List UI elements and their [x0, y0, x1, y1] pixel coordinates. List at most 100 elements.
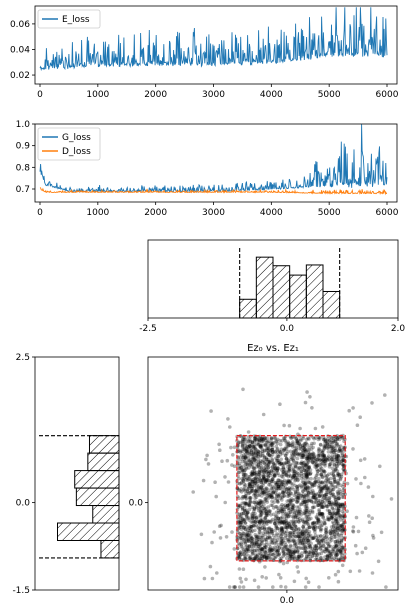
scatter-point [305, 489, 310, 493]
scatter-point [288, 463, 293, 468]
scatter-point [257, 556, 262, 560]
scatter-point [308, 486, 312, 490]
scatter-point [311, 526, 316, 530]
scatter-point [287, 549, 292, 554]
scatter-point [312, 493, 316, 498]
scatter-point [251, 452, 255, 457]
scatter-point [237, 551, 241, 556]
scatter-point [243, 556, 247, 561]
scatter-point [289, 497, 294, 501]
z0-hist-bars [239, 256, 341, 319]
scatter-point [332, 477, 337, 482]
scatter-point [278, 450, 282, 454]
scatter-point [246, 491, 251, 496]
scatter-point [341, 518, 346, 523]
scatter-point [335, 454, 339, 459]
scatter-point [285, 481, 290, 485]
scatter-point [285, 479, 289, 484]
scatter-point [264, 480, 268, 485]
z0-x-tick-label: -2.5 [139, 324, 157, 334]
scatter-point [323, 528, 328, 532]
scatter-point [243, 504, 247, 509]
scatter-point [338, 550, 343, 555]
scatter-point [245, 444, 249, 449]
scatter-point [304, 556, 309, 561]
scatter-point [287, 473, 292, 477]
scatter-point [217, 442, 221, 447]
scatter-point [284, 457, 289, 461]
scatter-point [259, 485, 264, 489]
scatter-point [243, 501, 248, 506]
scatter-point [305, 522, 310, 526]
scatter-point [275, 480, 279, 485]
scatter-point [298, 426, 302, 431]
scatter-point [301, 519, 305, 523]
scatter-point [304, 510, 309, 515]
scatter-point [299, 438, 303, 443]
scatter-point [252, 451, 256, 456]
scatter-point [267, 471, 271, 476]
scatter-point [320, 461, 325, 466]
scatter-point [243, 495, 247, 499]
scatter-point [284, 519, 289, 523]
scatter-point [305, 536, 309, 541]
scatter-point [249, 486, 254, 491]
scatter-point [295, 500, 300, 505]
scatter-point [306, 539, 311, 543]
scatter-point [252, 449, 256, 454]
scatter-point [259, 444, 263, 448]
scatter-point [268, 545, 273, 549]
y-tick-label: 0.8 [16, 163, 31, 173]
scatter-point [291, 552, 296, 556]
scatter-point [333, 502, 337, 507]
scatter-point [250, 536, 254, 540]
scatter-point [292, 530, 297, 535]
scatter-point [301, 535, 305, 539]
scatter-point [314, 521, 318, 525]
scatter-point [300, 532, 305, 536]
scatter-point [301, 480, 306, 485]
scatter-point [337, 496, 342, 501]
scatter-point [323, 461, 328, 466]
scatter-point [244, 446, 249, 450]
scatter-point [241, 437, 245, 442]
scatter-point [276, 466, 280, 471]
scatter-point [318, 513, 322, 518]
scatter-point [249, 450, 253, 455]
scatter-point [237, 555, 242, 559]
scatter-point [253, 519, 258, 524]
scatter-point [258, 556, 262, 561]
scatter-point [283, 540, 287, 545]
scatter-point [298, 516, 302, 521]
scatter-point [239, 520, 244, 524]
scatter-point [336, 472, 341, 476]
scatter-point [301, 455, 306, 459]
scatter-point [264, 576, 269, 580]
scatter-point [328, 512, 333, 516]
scatter-point [348, 569, 353, 574]
scatter-point [260, 449, 265, 454]
scatter-point [254, 437, 258, 441]
scatter-point [314, 460, 319, 464]
scatter-point [292, 444, 297, 448]
scatter-point [239, 454, 244, 458]
scatter-point [336, 492, 340, 496]
scatter-point [252, 479, 257, 484]
scatter-point [269, 454, 273, 458]
scatter-point [319, 528, 323, 533]
scatter-point [262, 455, 267, 460]
scatter-point [316, 518, 321, 522]
scatter-point [249, 527, 253, 531]
scatter-point [201, 478, 206, 483]
scatter-point [277, 546, 281, 551]
scatter-point [340, 509, 345, 514]
scatter-point [300, 494, 304, 498]
scatter-point [306, 456, 311, 461]
scatter-point [309, 447, 314, 451]
scatter-point [325, 553, 330, 558]
scatter-point [279, 525, 284, 530]
scatter-point [270, 499, 274, 504]
scatter-point [354, 515, 359, 520]
scatter-point [249, 481, 253, 486]
scatter-point [238, 576, 243, 581]
